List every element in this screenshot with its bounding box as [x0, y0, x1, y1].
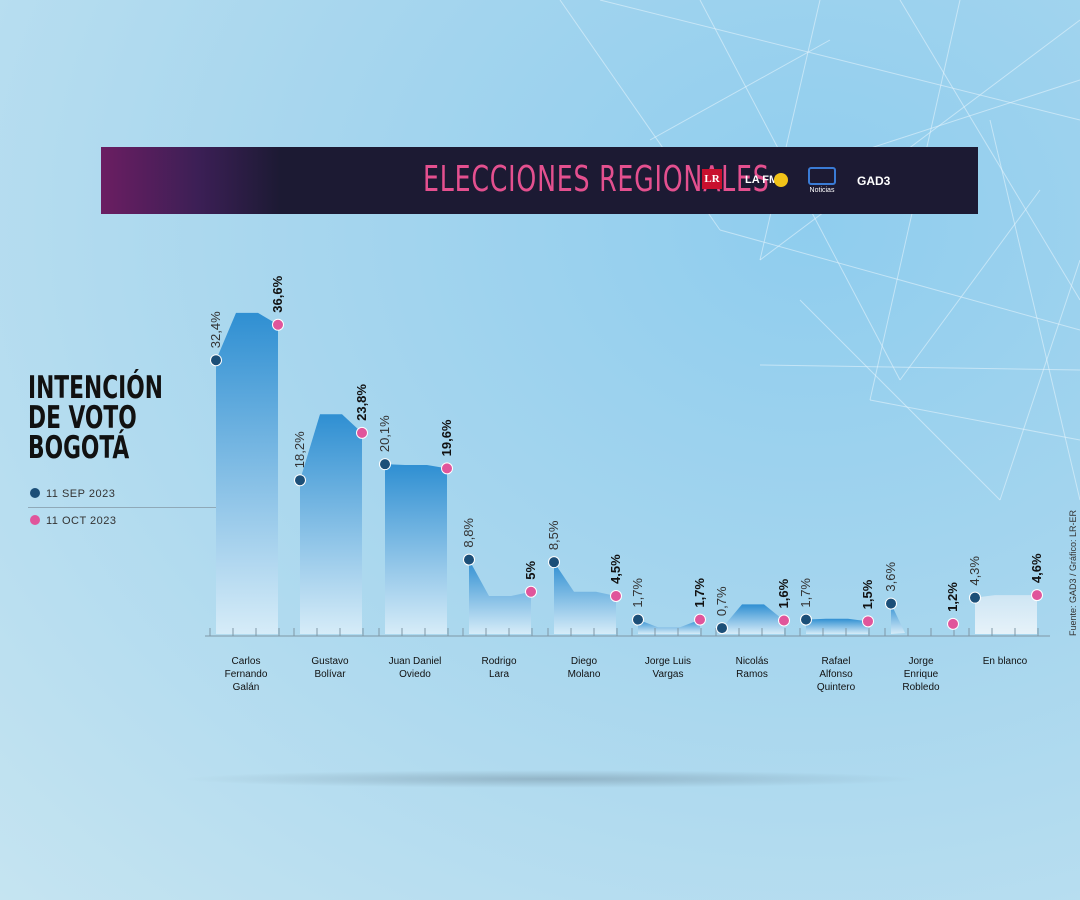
- source-note: Fuente: GAD3 / Gráfico: LR-ER: [1068, 509, 1078, 636]
- area-3: [469, 559, 531, 634]
- category-label-8: Robledo: [902, 682, 940, 693]
- area-2: [385, 464, 447, 634]
- oct-value-label-6: 1,6%: [776, 578, 791, 608]
- category-label-3: Rodrigo: [481, 656, 516, 667]
- area-1: [300, 414, 362, 634]
- category-label-2: Oviedo: [399, 669, 431, 680]
- sep-value-label-2: 20,1%: [377, 415, 392, 452]
- category-label-5: Jorge Luis: [645, 656, 691, 667]
- oct-value-label-0: 36,6%: [270, 275, 285, 312]
- floor-shadow: [180, 770, 920, 788]
- sep-value-label-8: 3,6%: [883, 562, 898, 592]
- sep-value-label-3: 8,8%: [461, 518, 476, 548]
- sep-point-0: [210, 354, 222, 367]
- area-9: [975, 595, 1037, 634]
- sep-value-label-0: 32,4%: [208, 311, 223, 348]
- category-label-7: Rafael: [822, 656, 851, 667]
- oct-value-label-3: 5%: [523, 561, 538, 580]
- oct-point-0: [272, 318, 284, 331]
- sep-point-4: [548, 556, 560, 569]
- sep-value-label-7: 1,7%: [798, 578, 813, 608]
- sep-point-2: [379, 458, 391, 471]
- category-label-1: Gustavo: [311, 656, 349, 667]
- oct-value-label-9: 4,6%: [1029, 553, 1044, 583]
- oct-point-4: [610, 589, 622, 602]
- legend-item-oct: 11 OCT 2023: [30, 515, 117, 527]
- area-6: [722, 604, 784, 634]
- oct-value-label-4: 4,5%: [608, 554, 623, 584]
- sep-value-label-5: 1,7%: [630, 578, 645, 608]
- sep-point-9: [969, 591, 981, 604]
- chart-title: INTENCIÓN DE VOTO BOGOTÁ: [28, 370, 163, 466]
- category-label-0: Carlos: [232, 656, 261, 667]
- area-4: [554, 562, 616, 634]
- legend-dot-oct: [30, 515, 40, 525]
- gad3-logo: GAD3: [857, 174, 891, 188]
- category-label-6: Nicolás: [736, 656, 769, 667]
- sep-point-7: [800, 613, 812, 626]
- sep-point-3: [463, 553, 475, 566]
- legend-item-sep: 11 SEP 2023: [30, 488, 115, 500]
- sep-value-label-6: 0,7%: [714, 586, 729, 616]
- category-label-4: Diego: [571, 656, 598, 667]
- category-label-0: Galán: [233, 682, 260, 693]
- category-label-9: En blanco: [983, 656, 1028, 667]
- category-label-5: Vargas: [653, 669, 684, 680]
- sep-point-1: [294, 474, 306, 487]
- category-label-2: Juan Daniel: [389, 656, 442, 667]
- header-banner: ELECCIONES REGIONALES LR LA FM Noticias …: [101, 147, 978, 214]
- oct-point-1: [356, 426, 368, 439]
- legend-label-sep: 11 SEP 2023: [46, 488, 116, 500]
- noticias-logo: Noticias: [808, 167, 836, 195]
- category-label-0: Fernando: [225, 669, 268, 680]
- sep-value-label-9: 4,3%: [967, 556, 982, 586]
- sep-point-8: [885, 597, 897, 610]
- area-7: [806, 618, 868, 634]
- oct-point-5: [694, 613, 706, 626]
- oct-point-6: [778, 614, 790, 627]
- oct-point-2: [441, 462, 453, 475]
- banner-decoration: [101, 147, 281, 214]
- oct-point-9: [1031, 589, 1043, 602]
- legend-divider: [28, 507, 218, 508]
- area-0: [216, 312, 278, 634]
- oct-point-3: [525, 585, 537, 598]
- category-label-8: Jorge: [908, 656, 933, 667]
- sep-point-6: [716, 622, 728, 635]
- category-label-7: Alfonso: [819, 669, 853, 680]
- area-5: [638, 619, 700, 634]
- category-label-4: Molano: [568, 669, 601, 680]
- oct-value-label-1: 23,8%: [354, 384, 369, 421]
- category-label-7: Quintero: [817, 682, 856, 693]
- oct-point-8: [947, 617, 959, 630]
- oct-point-7: [862, 615, 874, 628]
- area-8: [891, 603, 905, 634]
- legend-label-oct: 11 OCT 2023: [46, 515, 117, 527]
- oct-value-label-8: 1,2%: [945, 582, 960, 612]
- oct-value-label-7: 1,5%: [860, 579, 875, 609]
- sep-point-5: [632, 613, 644, 626]
- category-label-1: Bolívar: [314, 669, 346, 680]
- sep-value-label-1: 18,2%: [292, 431, 307, 468]
- oct-value-label-2: 19,6%: [439, 419, 454, 456]
- category-label-3: Lara: [489, 669, 509, 680]
- lafm-logo: LA FM: [745, 173, 789, 187]
- legend-dot-sep: [30, 488, 40, 498]
- category-label-6: Ramos: [736, 669, 768, 680]
- category-label-8: Enrique: [904, 669, 939, 680]
- oct-value-label-5: 1,7%: [692, 578, 707, 608]
- lr-logo: LR: [702, 169, 722, 189]
- sep-value-label-4: 8,5%: [546, 520, 561, 550]
